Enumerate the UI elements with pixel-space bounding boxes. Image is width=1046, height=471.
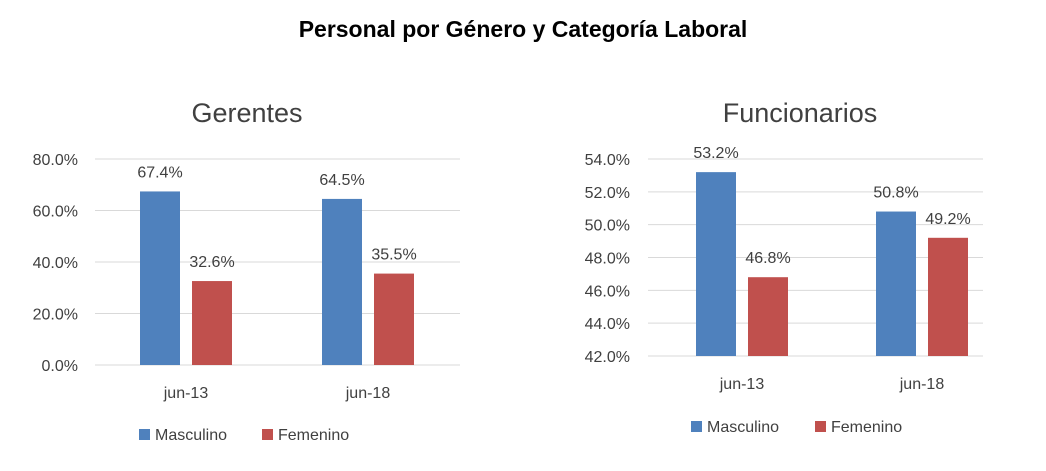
x-tick-label: jun-13 xyxy=(163,385,209,402)
data-label: 67.4% xyxy=(137,164,182,181)
x-tick-label: jun-18 xyxy=(899,376,945,393)
chart-gerentes: Gerentes 0.0% 20.0% 40.0% 60.0% 80.0% 67.4% 32.… xyxy=(33,98,460,444)
y-tick-label: 0.0% xyxy=(42,358,78,375)
y-tick-label: 44.0% xyxy=(585,316,630,333)
bar-femenino-jun-13 xyxy=(192,281,232,365)
legend-swatch-masculino xyxy=(139,429,150,440)
y-tick-label: 52.0% xyxy=(585,185,630,202)
legend-swatch-femenino xyxy=(815,421,826,432)
y-tick-label: 40.0% xyxy=(33,255,78,272)
y-tick-label: 20.0% xyxy=(33,307,78,324)
page-title: Personal por Género y Categoría Laboral xyxy=(298,16,748,42)
bar-masculino-jun-13 xyxy=(696,172,736,356)
bar-masculino-jun-13 xyxy=(140,191,180,365)
chart-title: Gerentes xyxy=(191,98,302,128)
legend-label-femenino: Femenino xyxy=(831,419,902,436)
data-label: 32.6% xyxy=(189,254,234,271)
legend-label-masculino: Masculino xyxy=(155,427,227,444)
chart-funcionarios: Funcionarios 42.0% 44.0% 46.0% 48.0% 50.0% 52.… xyxy=(585,98,983,436)
x-tick-label: jun-18 xyxy=(345,385,391,402)
legend-label-femenino: Femenino xyxy=(278,427,349,444)
legend-swatch-femenino xyxy=(262,429,273,440)
y-tick-label: 60.0% xyxy=(33,204,78,221)
data-label: 46.8% xyxy=(745,250,790,267)
bar-femenino-jun-13 xyxy=(748,277,788,356)
x-tick-label: jun-13 xyxy=(719,376,765,393)
data-label: 49.2% xyxy=(925,211,970,228)
bar-femenino-jun-18 xyxy=(928,237,968,356)
data-label: 64.5% xyxy=(319,172,364,189)
y-tick-label: 46.0% xyxy=(585,283,630,300)
legend-swatch-masculino xyxy=(691,421,702,432)
y-tick-label: 50.0% xyxy=(585,218,630,235)
data-label: 35.5% xyxy=(371,247,416,264)
chart-title: Funcionarios xyxy=(723,98,878,128)
bar-masculino-jun-18 xyxy=(322,198,362,365)
data-label: 53.2% xyxy=(693,145,738,162)
y-tick-label: 54.0% xyxy=(585,152,630,169)
legend-label-masculino: Masculino xyxy=(707,419,779,436)
bar-masculino-jun-18 xyxy=(876,211,916,356)
bar-femenino-jun-18 xyxy=(374,273,414,365)
data-label: 50.8% xyxy=(873,185,918,202)
y-tick-label: 48.0% xyxy=(585,251,630,268)
y-tick-label: 80.0% xyxy=(33,152,78,169)
y-tick-label: 42.0% xyxy=(585,349,630,366)
